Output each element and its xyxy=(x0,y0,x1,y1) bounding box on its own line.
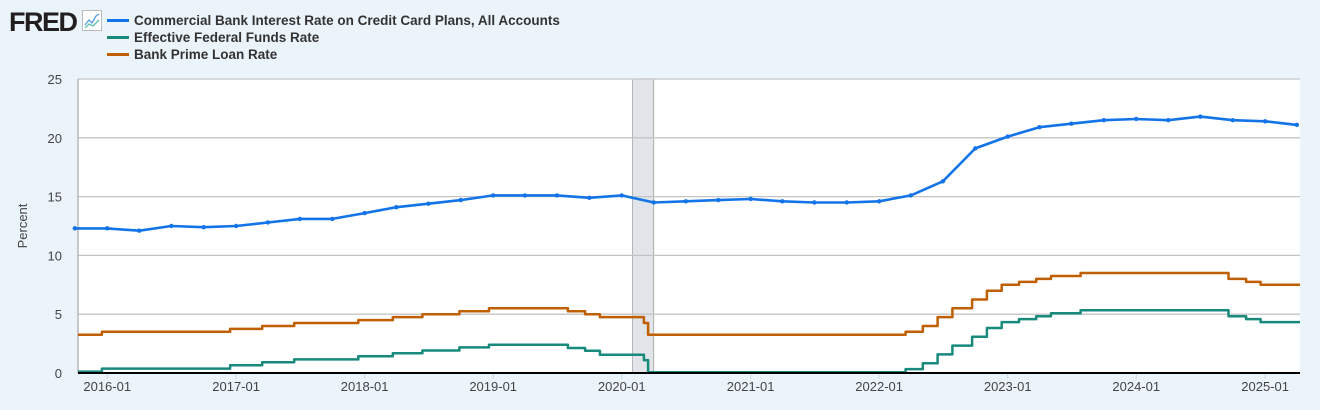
legend-label: Commercial Bank Interest Rate on Credit … xyxy=(134,13,560,28)
x-tick-label: 2024-01 xyxy=(1112,379,1160,394)
y-tick-label: 0 xyxy=(55,366,62,381)
data-point xyxy=(844,200,849,205)
legend: Commercial Bank Interest Rate on Credit … xyxy=(107,12,560,63)
data-point xyxy=(265,220,271,225)
data-point xyxy=(1262,119,1268,124)
x-tick-label: 2025-01 xyxy=(1241,379,1289,394)
x-tick-label: 2017-01 xyxy=(212,379,260,394)
data-point xyxy=(748,196,753,202)
data-point xyxy=(1166,117,1171,123)
data-point xyxy=(587,195,592,200)
data-point xyxy=(619,193,624,198)
data-point xyxy=(1294,122,1300,128)
legend-item-prime[interactable]: Bank Prime Loan Rate xyxy=(107,46,560,63)
data-point xyxy=(940,179,946,184)
data-point xyxy=(1230,117,1235,123)
data-point xyxy=(426,201,431,206)
y-tick-label: 20 xyxy=(48,131,62,146)
legend-swatch xyxy=(107,36,129,39)
data-point xyxy=(297,216,303,222)
x-tick-label: 2020-01 xyxy=(598,379,646,394)
data-point xyxy=(522,193,528,198)
data-point xyxy=(105,226,110,231)
data-point xyxy=(683,199,689,204)
data-point xyxy=(876,199,882,204)
data-point xyxy=(973,146,978,151)
data-point xyxy=(716,197,721,203)
x-tick-label: 2022-01 xyxy=(855,379,903,394)
y-axis-label: Percent xyxy=(15,203,30,248)
x-tick-label: 2019-01 xyxy=(469,379,517,394)
series-line-2 xyxy=(78,271,1300,337)
legend-item-fed-funds[interactable]: Effective Federal Funds Rate xyxy=(107,29,560,46)
y-tick-label: 5 xyxy=(55,307,62,322)
plot-background xyxy=(78,79,1300,373)
y-tick-label: 15 xyxy=(48,190,62,205)
data-point xyxy=(394,204,399,210)
data-point xyxy=(330,216,335,222)
y-tick-label: 10 xyxy=(48,248,62,263)
data-point xyxy=(1005,134,1010,139)
data-point xyxy=(1101,117,1107,123)
data-point xyxy=(1134,116,1139,122)
data-point xyxy=(1198,114,1203,119)
data-point xyxy=(1069,121,1074,126)
data-point xyxy=(554,193,560,198)
data-point xyxy=(137,228,142,233)
data-point xyxy=(169,223,174,229)
data-point xyxy=(490,193,496,198)
x-tick-label: 2016-01 xyxy=(83,379,131,394)
data-point xyxy=(233,223,239,229)
data-point xyxy=(651,200,656,205)
data-point xyxy=(780,199,785,204)
data-point xyxy=(362,210,367,216)
data-point xyxy=(72,226,78,231)
x-tick-label: 2021-01 xyxy=(727,379,775,394)
recession-shading xyxy=(632,78,655,374)
legend-label: Bank Prime Loan Rate xyxy=(134,47,278,62)
legend-swatch xyxy=(107,19,129,22)
line-chart-icon xyxy=(82,10,102,31)
y-tick-label: 25 xyxy=(48,72,62,87)
x-tick-label: 2018-01 xyxy=(341,379,389,394)
legend-item-credit-card[interactable]: Commercial Bank Interest Rate on Credit … xyxy=(107,12,560,29)
fred-logo: FRED xyxy=(9,7,78,37)
x-tick-label: 2023-01 xyxy=(984,379,1032,394)
data-point xyxy=(1037,125,1042,130)
legend-swatch xyxy=(107,53,129,56)
data-point xyxy=(812,200,817,205)
data-point xyxy=(201,224,206,230)
legend-label: Effective Federal Funds Rate xyxy=(134,30,320,45)
data-point xyxy=(458,197,463,203)
data-point xyxy=(908,193,914,198)
